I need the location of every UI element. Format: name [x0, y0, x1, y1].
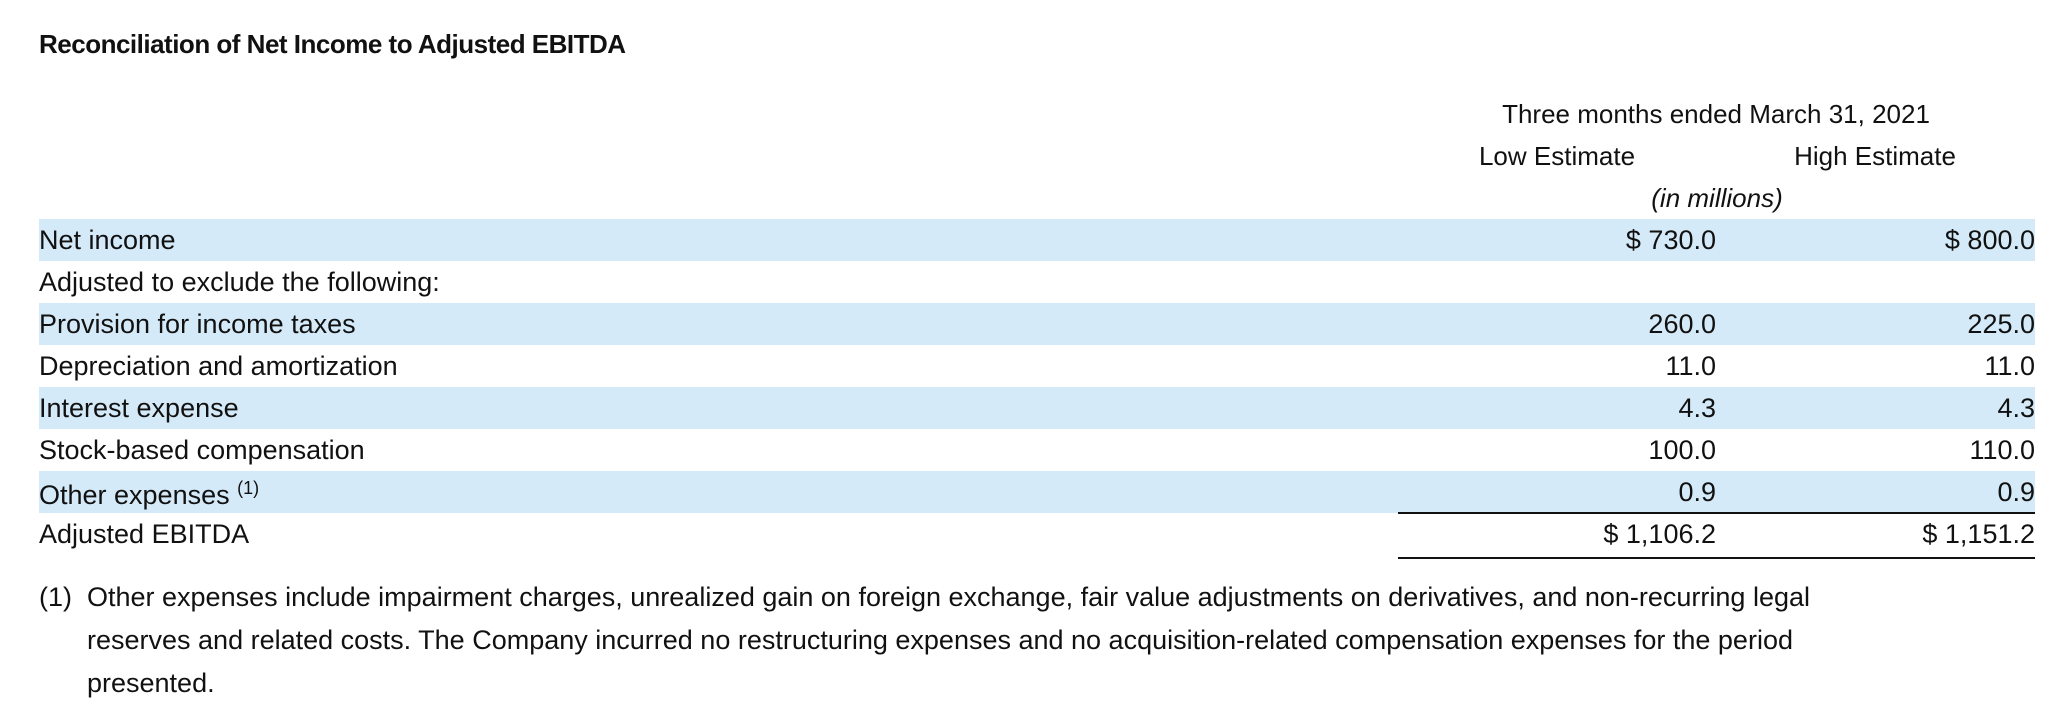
cell-value: $ 1,106.2: [1603, 519, 1716, 549]
cell-value: 110.0: [1969, 435, 2035, 465]
cell-value: 11.0: [1665, 351, 1716, 381]
cell-value: $ 800.0: [1944, 225, 2035, 255]
cell-value: 225.0: [1967, 309, 2035, 339]
row-band: [39, 387, 2035, 429]
period-header: Three months ended March 31, 2021: [1502, 99, 1930, 129]
cell-value: $ 1,151.2: [1922, 519, 2035, 549]
column-header: High Estimate: [1794, 141, 1956, 171]
row-label: Adjusted to exclude the following:: [39, 267, 440, 297]
row-label: Depreciation and amortization: [39, 351, 398, 381]
cell-value: 0.9: [1678, 477, 1716, 507]
total-rule: [1398, 512, 2035, 514]
cell-value: 260.0: [1648, 309, 1716, 339]
row-band: [39, 303, 2035, 345]
footnote-ref: (1): [237, 478, 260, 498]
total-rule: [1398, 557, 2035, 559]
cell-value: 4.3: [1997, 393, 2035, 423]
row-band: [39, 471, 2035, 513]
row-label: Adjusted EBITDA: [39, 519, 250, 549]
footnote-line: presented.: [87, 668, 215, 698]
row-label: Net income: [39, 225, 176, 255]
cell-value: $ 730.0: [1625, 225, 1716, 255]
row-band: [39, 219, 2035, 261]
cell-value: 100.0: [1648, 435, 1716, 465]
footnote-line: reserves and related costs. The Company …: [87, 625, 1793, 655]
footnote-marker: (1): [39, 582, 72, 612]
cell-value: 11.0: [1984, 351, 2035, 381]
row-label: Interest expense: [39, 393, 239, 423]
row-label: Stock-based compensation: [39, 435, 365, 465]
units: (in millions): [1651, 183, 1783, 213]
cell-value: 0.9: [1997, 477, 2035, 507]
footnote-line: Other expenses include impairment charge…: [87, 582, 1810, 612]
cell-value: 4.3: [1678, 393, 1716, 423]
row-label: Provision for income taxes: [39, 309, 356, 339]
column-header: Low Estimate: [1478, 141, 1636, 171]
title: Reconciliation of Net Income to Adjusted…: [39, 29, 626, 59]
row-label: Other expenses (1): [39, 478, 260, 510]
